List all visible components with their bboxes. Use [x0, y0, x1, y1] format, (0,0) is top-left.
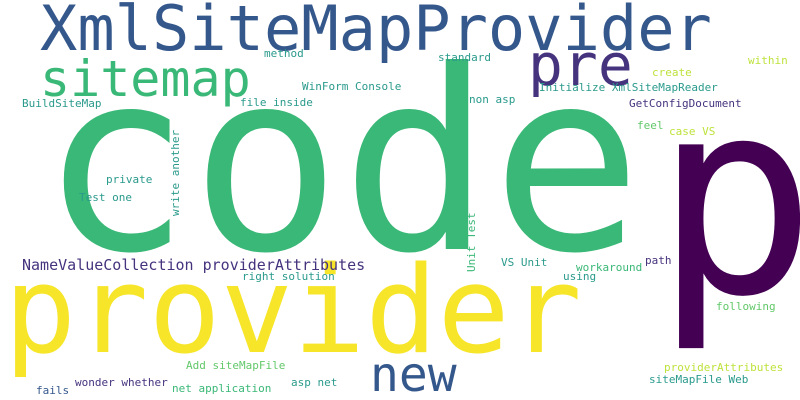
word-path: path — [645, 254, 672, 267]
word-wonder-whether: wonder whether — [75, 376, 168, 389]
word-new: new — [370, 347, 457, 400]
word-unit-test: Unit Test — [465, 212, 478, 272]
word-within: within — [748, 54, 788, 67]
word-provider: provider — [4, 242, 582, 381]
word-getconfigdocument: GetConfigDocument — [629, 97, 742, 110]
word-buildsitemap: BuildSiteMap — [22, 97, 102, 110]
word-sitemap: sitemap — [40, 50, 251, 108]
word-private: private — [106, 173, 153, 186]
word-net-application: net application — [172, 382, 272, 395]
word-p: p — [654, 41, 800, 356]
word-right-solution: right solution — [242, 270, 335, 283]
word-asp-net: asp net — [291, 376, 338, 389]
word-initialize-xmlsitemapreader: Initialize XmlSiteMapReader — [539, 81, 718, 94]
word-fails: fails — [36, 384, 70, 397]
word-standard: standard — [438, 51, 491, 64]
word-xmlsitemapprovider: XmlSiteMapProvider — [40, 0, 712, 65]
word-workaround: workaround — [576, 261, 643, 274]
word-file-inside: file inside — [240, 96, 313, 109]
word-following: following — [716, 300, 776, 313]
word-write-another: write another — [169, 129, 182, 216]
word-pre: pre — [528, 31, 633, 99]
word-namevaluecollection: NameValueCollection providerAttributes — [22, 256, 366, 274]
word-feel: feel — [637, 119, 664, 132]
word-create: create — [652, 66, 692, 79]
word-vs-unit: VS Unit — [501, 256, 548, 269]
word-providerattributes: providerAttributes — [664, 361, 784, 374]
word-non-asp: non asp — [469, 93, 516, 106]
word-add-sitemapfile: Add siteMapFile — [186, 359, 286, 372]
word-sitemapfile-web: siteMapFile Web — [649, 373, 749, 386]
word-winform-console: WinForm Console — [302, 80, 402, 93]
word-code: code — [40, 17, 643, 308]
word-method: method — [264, 47, 304, 60]
word-case-vs: case VS — [669, 125, 716, 138]
word-using: using — [563, 270, 597, 283]
word-test-one: Test one — [79, 191, 132, 204]
